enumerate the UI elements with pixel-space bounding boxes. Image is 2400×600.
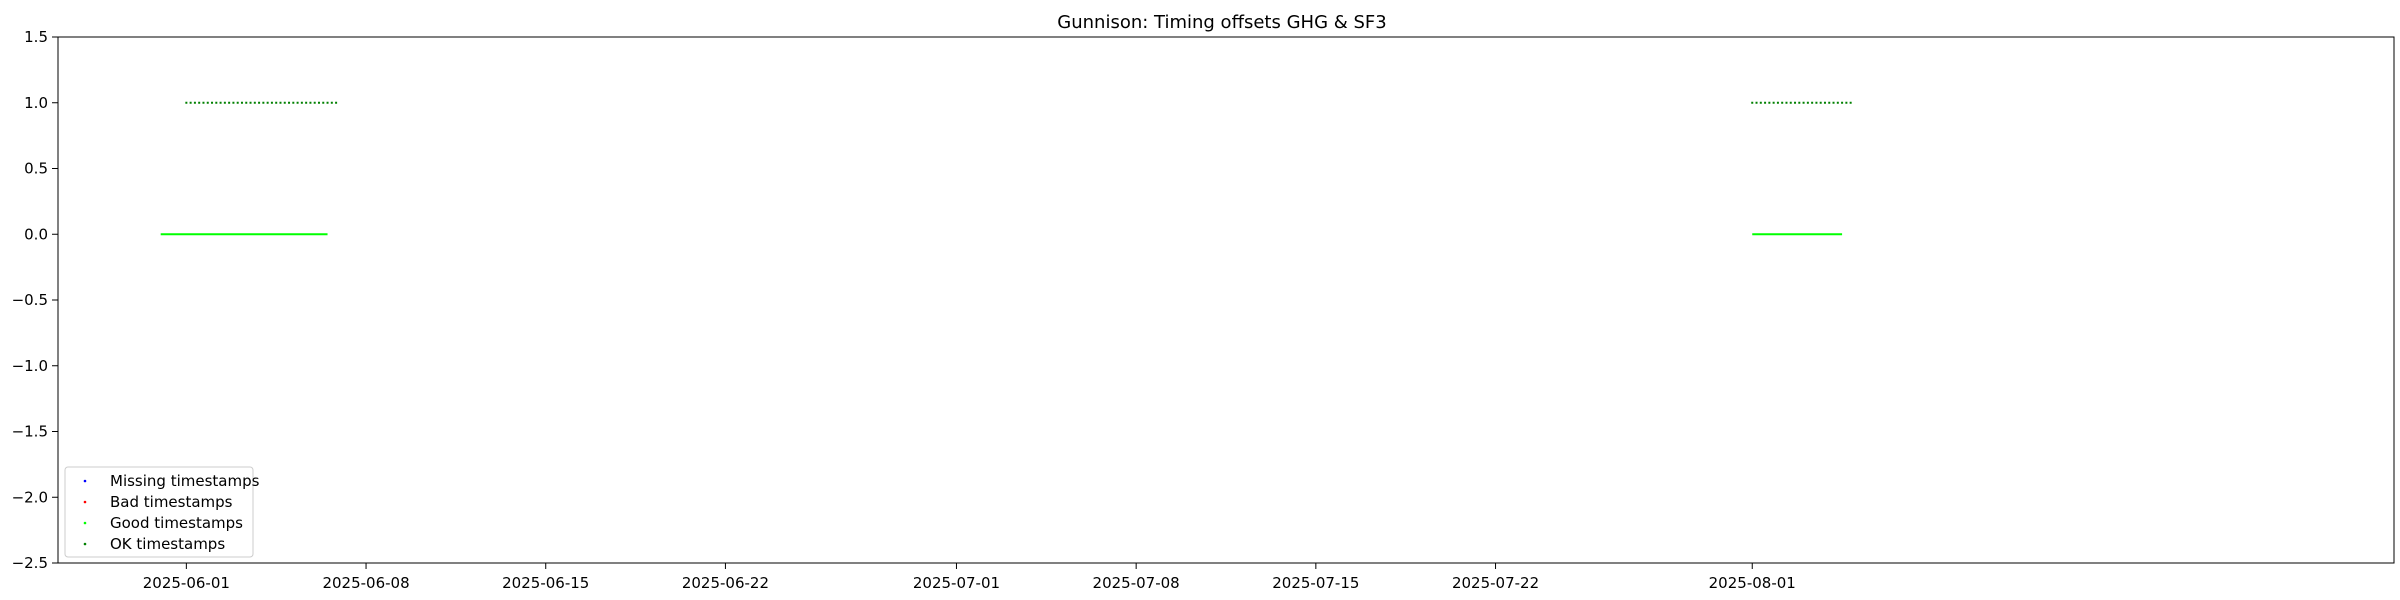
y-tick-label: −2.0	[12, 488, 48, 506]
ok-timestamp-point	[262, 101, 265, 104]
ok-timestamp-point	[245, 101, 248, 104]
ok-timestamp-point	[258, 101, 261, 104]
legend-label: Good timestamps	[110, 514, 243, 532]
ok-timestamp-point	[275, 101, 278, 104]
chart-title: Gunnison: Timing offsets GHG & SF3	[1057, 12, 1386, 33]
ok-timestamp-point	[1798, 101, 1801, 104]
ok-timestamp-point	[1759, 101, 1762, 104]
ok-timestamp-point	[330, 101, 333, 104]
legend-label: Bad timestamps	[110, 493, 233, 511]
ok-timestamp-point	[193, 101, 196, 104]
ok-timestamp-point	[1836, 101, 1839, 104]
ok-timestamp-point	[296, 101, 299, 104]
ok-timestamp-point	[1841, 101, 1844, 104]
ok-timestamp-point	[1811, 101, 1814, 104]
ok-timestamp-point	[1849, 101, 1852, 104]
x-tick-label: 2025-08-01	[1709, 574, 1796, 592]
x-tick-label: 2025-07-22	[1452, 574, 1539, 592]
ok-timestamp-point	[1802, 101, 1805, 104]
ok-timestamp-point	[232, 101, 235, 104]
ok-timestamp-point	[1776, 101, 1779, 104]
ok-timestamp-point	[236, 101, 239, 104]
ok-timestamp-point	[288, 101, 291, 104]
ok-timestamp-point	[1789, 101, 1792, 104]
ok-timestamp-point	[266, 101, 269, 104]
ok-timestamp-point	[300, 101, 303, 104]
ok-timestamp-point	[202, 101, 205, 104]
x-tick-label: 2025-07-15	[1272, 574, 1359, 592]
x-tick-label: 2025-07-01	[913, 574, 1000, 592]
ok-timestamp-point	[270, 101, 273, 104]
y-tick-label: 0.0	[24, 225, 48, 243]
ok-timestamp-point	[309, 101, 312, 104]
ok-timestamp-point	[1755, 101, 1758, 104]
ok-timestamp-point	[279, 101, 282, 104]
legend-marker	[83, 542, 87, 546]
ok-timestamp-point	[215, 101, 218, 104]
ok-timestamp-point	[1785, 101, 1788, 104]
y-tick-label: −1.5	[12, 423, 48, 441]
y-tick-label: 1.0	[24, 94, 48, 112]
ok-timestamp-point	[206, 101, 209, 104]
y-axis: 1.5 1.0 0.5 0.0 −0.5 −1.0 −1.5 −2.0 −2.5	[12, 28, 58, 572]
ok-timestamp-point	[223, 101, 226, 104]
legend: Missing timestamps Bad timestamps Good tim…	[64, 466, 260, 558]
ok-timestamp-point	[211, 101, 214, 104]
y-tick-label: −0.5	[12, 291, 48, 309]
legend-box	[64, 466, 254, 558]
x-tick-label: 2025-07-08	[1093, 574, 1180, 592]
ok-timestamp-point	[198, 101, 201, 104]
ok-timestamp-point	[219, 101, 222, 104]
ok-timestamp-point	[1819, 101, 1822, 104]
ok-timestamp-point	[253, 101, 256, 104]
ok-timestamp-point	[189, 101, 192, 104]
legend-marker	[83, 500, 87, 504]
ok-timestamp-point	[326, 101, 329, 104]
ok-timestamp-point	[292, 101, 295, 104]
ok-timestamp-point	[1768, 101, 1771, 104]
y-tick-label: −2.5	[12, 554, 48, 572]
y-tick-label: 0.5	[24, 160, 48, 178]
data-marks	[160, 101, 1852, 236]
legend-label: OK timestamps	[110, 535, 225, 553]
ok-timestamp-point	[249, 101, 252, 104]
ok-timestamp-point	[1751, 101, 1754, 104]
ok-timestamp-point	[1828, 101, 1831, 104]
ok-timestamp-point	[1764, 101, 1767, 104]
legend-marker	[83, 521, 87, 525]
y-tick-label: 1.5	[24, 28, 48, 46]
ok-timestamp-point	[322, 101, 325, 104]
ok-timestamp-point	[317, 101, 320, 104]
ok-timestamp-point	[1832, 101, 1835, 104]
x-axis: 2025-06-01 2025-06-08 2025-06-15 2025-06-22…	[143, 563, 1796, 592]
ok-timestamp-point	[305, 101, 308, 104]
x-tick-label: 2025-06-22	[682, 574, 769, 592]
ok-timestamp-point	[1845, 101, 1848, 104]
x-tick-label: 2025-06-01	[143, 574, 230, 592]
x-tick-label: 2025-06-08	[322, 574, 409, 592]
x-tick-label: 2025-06-15	[502, 574, 589, 592]
ok-timestamp-point	[240, 101, 243, 104]
ok-timestamp-point	[1781, 101, 1784, 104]
legend-marker	[83, 479, 87, 483]
ok-timestamp-point	[313, 101, 316, 104]
ok-timestamp-point	[1806, 101, 1809, 104]
legend-label: Missing timestamps	[110, 472, 260, 490]
y-tick-label: −1.0	[12, 357, 48, 375]
ok-timestamp-point	[1772, 101, 1775, 104]
ok-timestamp-point	[1815, 101, 1818, 104]
ok-timestamp-point	[283, 101, 286, 104]
ok-timestamp-point	[1794, 101, 1797, 104]
plot-frame	[57, 36, 2395, 564]
ok-timestamp-point	[228, 101, 231, 104]
ok-timestamp-point	[1823, 101, 1826, 104]
ok-timestamp-point	[185, 101, 188, 104]
ok-timestamp-point	[335, 101, 338, 104]
